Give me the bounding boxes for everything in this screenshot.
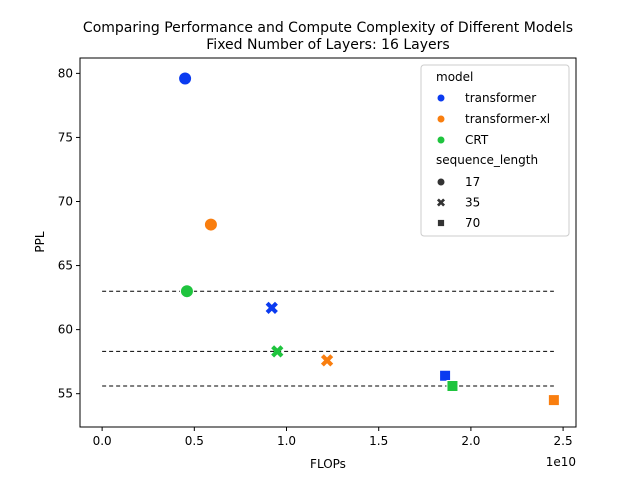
x-axis-offset-label: 1e10: [546, 455, 576, 469]
legend-swatch-transformer: [436, 93, 446, 103]
data-point-transformer-xl-70: [547, 394, 560, 407]
legend-model-entries: transformer transformer-xl CRT: [436, 91, 550, 147]
data-point-CRT-35: [271, 345, 284, 358]
legend-frame: [420, 64, 570, 237]
x-tick-label: 2.0: [461, 434, 480, 448]
legend-label-transformer: transformer: [465, 91, 536, 105]
legend-label-transformer-xl: transformer-xl: [465, 112, 550, 126]
chart-title: Comparing Performance and Compute Comple…: [83, 20, 573, 36]
legend-sequence-length-entries: 17 35 70: [436, 175, 480, 230]
reference-lines: [102, 290, 554, 387]
x-axis-label: FLOPs: [310, 457, 346, 471]
y-tick-label: 80: [58, 66, 73, 80]
legend-swatch-transformer-xl: [436, 114, 446, 124]
y-axis: 55 60 65 70 75 80: [58, 66, 80, 401]
legend-style-title: sequence_length: [436, 153, 538, 167]
chart-subtitle: Fixed Number of Layers: 16 Layers: [206, 37, 449, 53]
plot-area-frame: [79, 57, 577, 428]
y-tick-label: 60: [58, 323, 73, 337]
data-point-transformer-17: [178, 71, 193, 86]
data-point-transformer-35-stroke: [265, 301, 278, 314]
y-axis-label: PPL: [33, 231, 47, 252]
data-point-CRT-35-stroke: [271, 345, 284, 358]
data-points: [178, 71, 560, 407]
data-point-transformer-35: [265, 301, 278, 314]
legend-marker-35-stroke: [436, 198, 446, 207]
legend: model transformer transformer-xl CRT seque…: [420, 64, 570, 237]
y-tick-label: 65: [58, 259, 73, 273]
data-point-transformer-xl-35-stroke: [320, 354, 334, 367]
legend-label-70: 70: [465, 216, 480, 230]
legend-label-35: 35: [465, 196, 480, 210]
data-point-transformer-xl-17: [203, 217, 218, 232]
y-tick-label: 55: [58, 387, 73, 401]
legend-marker-17: [436, 177, 446, 187]
x-axis: 0.0 0.5 1.0 1.5 2.0 2.5: [93, 427, 573, 448]
x-tick-label: 2.5: [554, 434, 573, 448]
data-point-transformer-70: [439, 369, 452, 382]
x-tick-label: 1.0: [277, 434, 296, 448]
y-tick-label: 70: [58, 195, 73, 209]
x-tick-label: 0.0: [93, 434, 112, 448]
y-tick-label: 75: [58, 130, 73, 144]
data-point-CRT-17: [179, 284, 194, 299]
x-tick-label: 0.5: [185, 434, 204, 448]
legend-marker-70: [436, 218, 446, 228]
data-point-transformer-xl-35: [320, 354, 334, 367]
legend-label-CRT: CRT: [465, 133, 489, 147]
legend-hue-title: model: [436, 70, 473, 84]
legend-marker-35: [436, 198, 446, 207]
legend-swatch-CRT: [436, 135, 446, 145]
data-point-CRT-70: [446, 380, 459, 392]
x-tick-label: 1.5: [369, 434, 388, 448]
legend-label-17: 17: [465, 175, 480, 189]
